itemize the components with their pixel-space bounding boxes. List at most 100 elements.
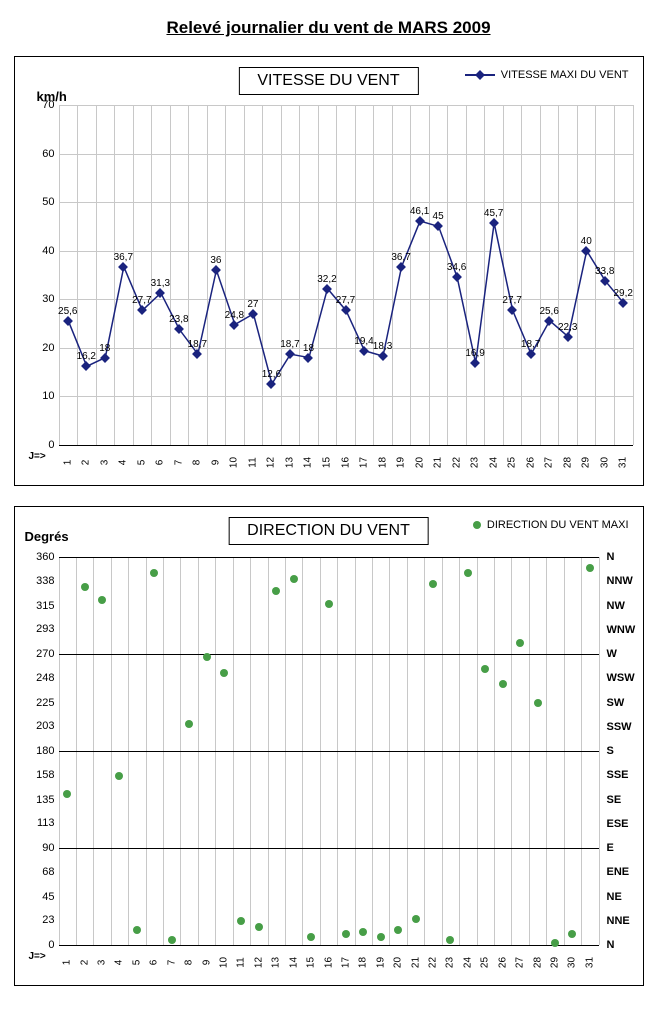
x-tick: 23 bbox=[470, 453, 481, 473]
x-tick: 6 bbox=[155, 453, 166, 473]
x-tick: 15 bbox=[321, 453, 332, 473]
y-tick: 225 bbox=[21, 697, 55, 709]
direction-point bbox=[429, 580, 437, 588]
direction-point bbox=[185, 720, 193, 728]
direction-point bbox=[168, 936, 176, 944]
direction-point bbox=[98, 596, 106, 604]
x-tick: 1 bbox=[62, 953, 73, 973]
compass-label: N bbox=[607, 939, 615, 951]
x-tick: 7 bbox=[166, 953, 177, 973]
x-tick: 26 bbox=[525, 453, 536, 473]
x-tick: 26 bbox=[497, 953, 508, 973]
y-tick: 360 bbox=[21, 551, 55, 563]
y-tick: 90 bbox=[21, 842, 55, 854]
y-tick: 23 bbox=[21, 914, 55, 926]
y-tick: 68 bbox=[21, 866, 55, 878]
x-tick: 13 bbox=[284, 453, 295, 473]
x-tick: 21 bbox=[433, 453, 444, 473]
compass-label: NW bbox=[607, 600, 625, 612]
speed-value-label: 31,3 bbox=[151, 278, 170, 289]
speed-value-label: 25,6 bbox=[539, 306, 558, 317]
speed-value-label: 18,7 bbox=[188, 339, 207, 350]
y-tick: 158 bbox=[21, 769, 55, 781]
x-tick: 1 bbox=[62, 453, 73, 473]
speed-value-label: 45,7 bbox=[484, 208, 503, 219]
direction-point bbox=[499, 680, 507, 688]
x-tick: 24 bbox=[462, 953, 473, 973]
x-tick: 3 bbox=[99, 453, 110, 473]
direction-point bbox=[81, 583, 89, 591]
x-tick: 23 bbox=[445, 953, 456, 973]
y-tick: 203 bbox=[21, 720, 55, 732]
compass-label: SE bbox=[607, 794, 622, 806]
compass-label: NNE bbox=[607, 915, 630, 927]
speed-chart: km/h VITESSE DU VENT VITESSE MAXI DU VEN… bbox=[14, 56, 644, 486]
y-tick: 10 bbox=[21, 390, 55, 402]
speed-value-label: 27,7 bbox=[336, 295, 355, 306]
speed-value-label: 12,6 bbox=[262, 369, 281, 380]
speed-plot-area: 0102030405060701234567891011121314151617… bbox=[59, 105, 633, 445]
y-tick: 180 bbox=[21, 745, 55, 757]
x-tick: 18 bbox=[377, 453, 388, 473]
speed-value-label: 18 bbox=[303, 343, 314, 354]
direction-point bbox=[115, 772, 123, 780]
x-tick: 5 bbox=[136, 453, 147, 473]
speed-chart-title: VITESSE DU VENT bbox=[238, 67, 418, 95]
x-tick: 4 bbox=[118, 453, 129, 473]
x-tick: 25 bbox=[507, 453, 518, 473]
x-tick: 12 bbox=[266, 453, 277, 473]
speed-value-label: 18 bbox=[99, 343, 110, 354]
x-axis-title: J=> bbox=[29, 451, 46, 462]
x-tick: 25 bbox=[480, 953, 491, 973]
direction-y-label: Degrés bbox=[25, 529, 69, 544]
x-tick: 7 bbox=[173, 453, 184, 473]
speed-value-label: 27,7 bbox=[132, 295, 151, 306]
speed-legend-label: VITESSE MAXI DU VENT bbox=[501, 69, 629, 81]
compass-label: SSW bbox=[607, 721, 632, 733]
speed-value-label: 40 bbox=[581, 236, 592, 247]
x-tick: 14 bbox=[288, 953, 299, 973]
y-tick: 40 bbox=[21, 245, 55, 257]
direction-legend: DIRECTION DU VENT MAXI bbox=[473, 519, 629, 531]
speed-value-label: 33,8 bbox=[595, 266, 614, 277]
direction-point bbox=[203, 653, 211, 661]
x-tick: 29 bbox=[581, 453, 592, 473]
x-tick: 9 bbox=[210, 453, 221, 473]
y-tick: 293 bbox=[21, 623, 55, 635]
x-tick: 22 bbox=[428, 953, 439, 973]
y-tick: 248 bbox=[21, 672, 55, 684]
direction-chart-title: DIRECTION DU VENT bbox=[228, 517, 429, 545]
direction-point bbox=[237, 917, 245, 925]
x-tick: 2 bbox=[81, 453, 92, 473]
speed-value-label: 22,3 bbox=[558, 322, 577, 333]
x-tick: 11 bbox=[247, 453, 258, 473]
x-tick: 20 bbox=[393, 953, 404, 973]
direction-point bbox=[586, 564, 594, 572]
direction-point bbox=[568, 930, 576, 938]
compass-label: NE bbox=[607, 891, 622, 903]
direction-point bbox=[377, 933, 385, 941]
compass-label: WNW bbox=[607, 624, 636, 636]
direction-point bbox=[534, 699, 542, 707]
speed-value-label: 18,7 bbox=[280, 339, 299, 350]
direction-point bbox=[63, 790, 71, 798]
speed-value-label: 36,7 bbox=[114, 252, 133, 263]
x-tick: 27 bbox=[544, 453, 555, 473]
x-tick: 2 bbox=[79, 953, 90, 973]
x-tick: 31 bbox=[618, 453, 629, 473]
x-tick: 27 bbox=[515, 953, 526, 973]
speed-value-label: 25,6 bbox=[58, 306, 77, 317]
x-tick: 9 bbox=[201, 953, 212, 973]
x-tick: 28 bbox=[532, 953, 543, 973]
compass-label: NNW bbox=[607, 575, 633, 587]
x-tick: 30 bbox=[567, 953, 578, 973]
x-tick: 14 bbox=[303, 453, 314, 473]
speed-value-label: 16,2 bbox=[77, 351, 96, 362]
compass-label: SSE bbox=[607, 769, 629, 781]
x-tick: 24 bbox=[488, 453, 499, 473]
direction-point bbox=[150, 569, 158, 577]
y-tick: 60 bbox=[21, 148, 55, 160]
speed-value-label: 32,2 bbox=[317, 274, 336, 285]
x-tick: 16 bbox=[340, 453, 351, 473]
x-tick: 31 bbox=[584, 953, 595, 973]
